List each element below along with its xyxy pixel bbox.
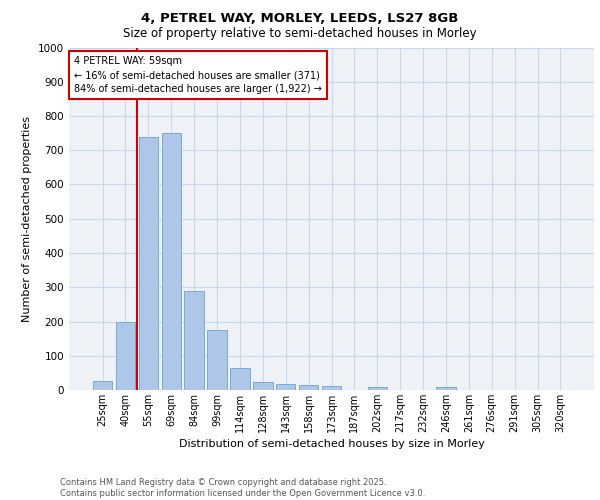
Text: 4 PETREL WAY: 59sqm
← 16% of semi-detached houses are smaller (371)
84% of semi-: 4 PETREL WAY: 59sqm ← 16% of semi-detach… bbox=[74, 56, 322, 94]
Bar bbox=[253, 382, 272, 390]
Bar bbox=[208, 330, 227, 390]
Bar bbox=[116, 322, 135, 390]
X-axis label: Distribution of semi-detached houses by size in Morley: Distribution of semi-detached houses by … bbox=[179, 439, 484, 449]
Y-axis label: Number of semi-detached properties: Number of semi-detached properties bbox=[22, 116, 32, 322]
Bar bbox=[276, 384, 295, 390]
Bar bbox=[139, 136, 158, 390]
Bar bbox=[161, 133, 181, 390]
Bar bbox=[322, 386, 341, 390]
Bar bbox=[436, 388, 455, 390]
Text: Size of property relative to semi-detached houses in Morley: Size of property relative to semi-detach… bbox=[123, 28, 477, 40]
Bar bbox=[184, 290, 204, 390]
Text: Contains HM Land Registry data © Crown copyright and database right 2025.
Contai: Contains HM Land Registry data © Crown c… bbox=[60, 478, 425, 498]
Text: 4, PETREL WAY, MORLEY, LEEDS, LS27 8GB: 4, PETREL WAY, MORLEY, LEEDS, LS27 8GB bbox=[142, 12, 458, 26]
Bar bbox=[93, 382, 112, 390]
Bar bbox=[299, 385, 319, 390]
Bar bbox=[368, 388, 387, 390]
Bar bbox=[230, 368, 250, 390]
